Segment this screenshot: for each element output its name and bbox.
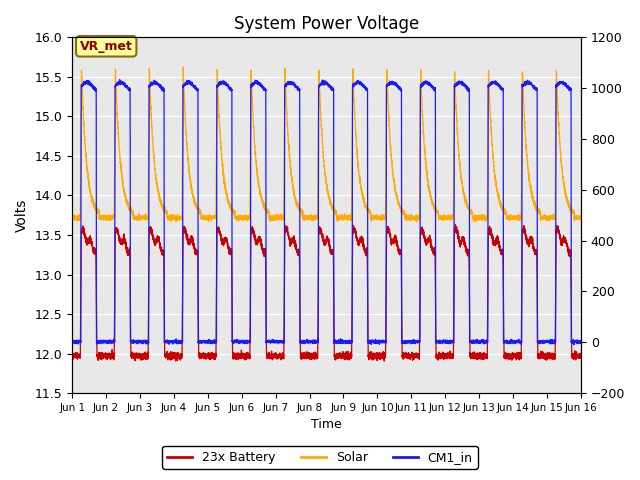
Text: VR_met: VR_met [80,40,132,53]
Legend: 23x Battery, Solar, CM1_in: 23x Battery, Solar, CM1_in [163,446,477,469]
Y-axis label: Volts: Volts [15,199,29,232]
Title: System Power Voltage: System Power Voltage [234,15,419,33]
X-axis label: Time: Time [311,419,342,432]
